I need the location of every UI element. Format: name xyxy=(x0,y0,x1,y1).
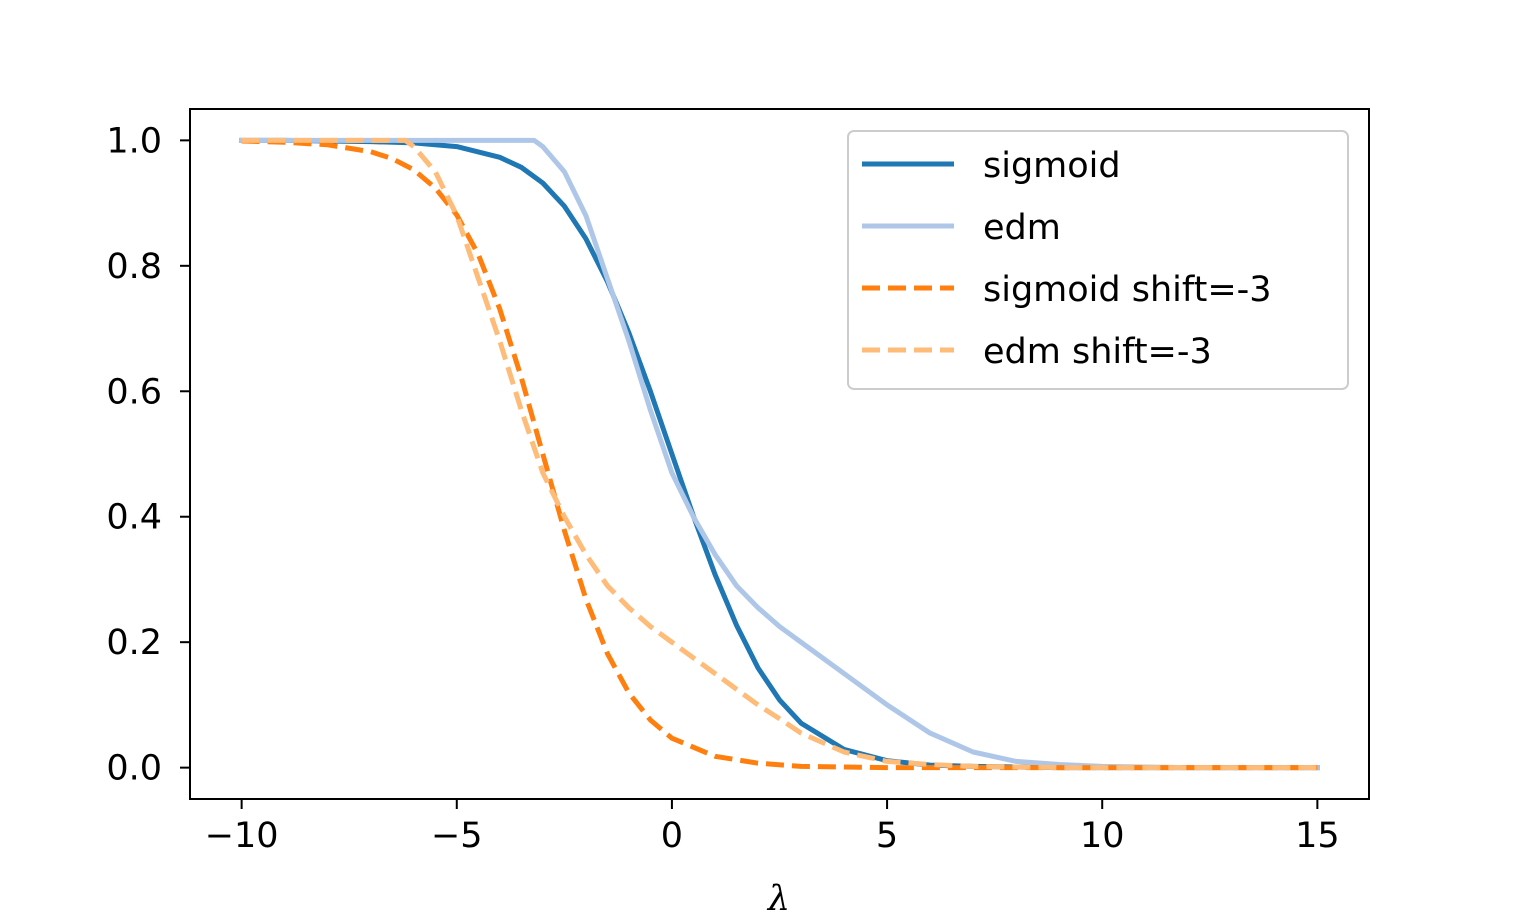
legend-label: edm shift=-3 xyxy=(983,332,1212,372)
x-tick-label: 10 xyxy=(1080,816,1125,856)
x-axis-label: λ xyxy=(766,879,790,913)
x-tick-label: 5 xyxy=(876,816,898,856)
y-tick-label: 0.2 xyxy=(106,623,162,663)
legend-box xyxy=(847,130,1349,390)
y-tick-label: 0.8 xyxy=(106,247,162,287)
x-axis: −10 −5 0 5 10 15 xyxy=(205,799,1340,856)
x-tick-label: 0 xyxy=(661,816,683,856)
x-tick-label: 15 xyxy=(1295,816,1340,856)
x-tick-label: −5 xyxy=(431,816,483,856)
y-axis: 0.0 0.2 0.4 0.6 0.8 1.0 xyxy=(106,121,190,789)
series-line-sigmoid-shift-3 xyxy=(241,138,1318,771)
y-tick-label: 0.0 xyxy=(106,749,162,789)
legend-label: sigmoid shift=-3 xyxy=(983,270,1272,310)
legend-label: sigmoid xyxy=(983,146,1121,186)
y-tick-label: 0.4 xyxy=(106,498,162,538)
x-tick-label: −10 xyxy=(205,816,279,856)
y-tick-label: 0.6 xyxy=(106,372,162,412)
plot-frame xyxy=(189,108,1370,800)
y-tick-label: 1.0 xyxy=(106,121,162,161)
series-line-edm-shift-3 xyxy=(241,137,1318,771)
legend: sigmoid edm sigmoid shift=-3 edm shift=-3 xyxy=(847,130,1349,390)
series-layer xyxy=(239,137,1320,771)
legend-label: edm xyxy=(983,208,1061,248)
